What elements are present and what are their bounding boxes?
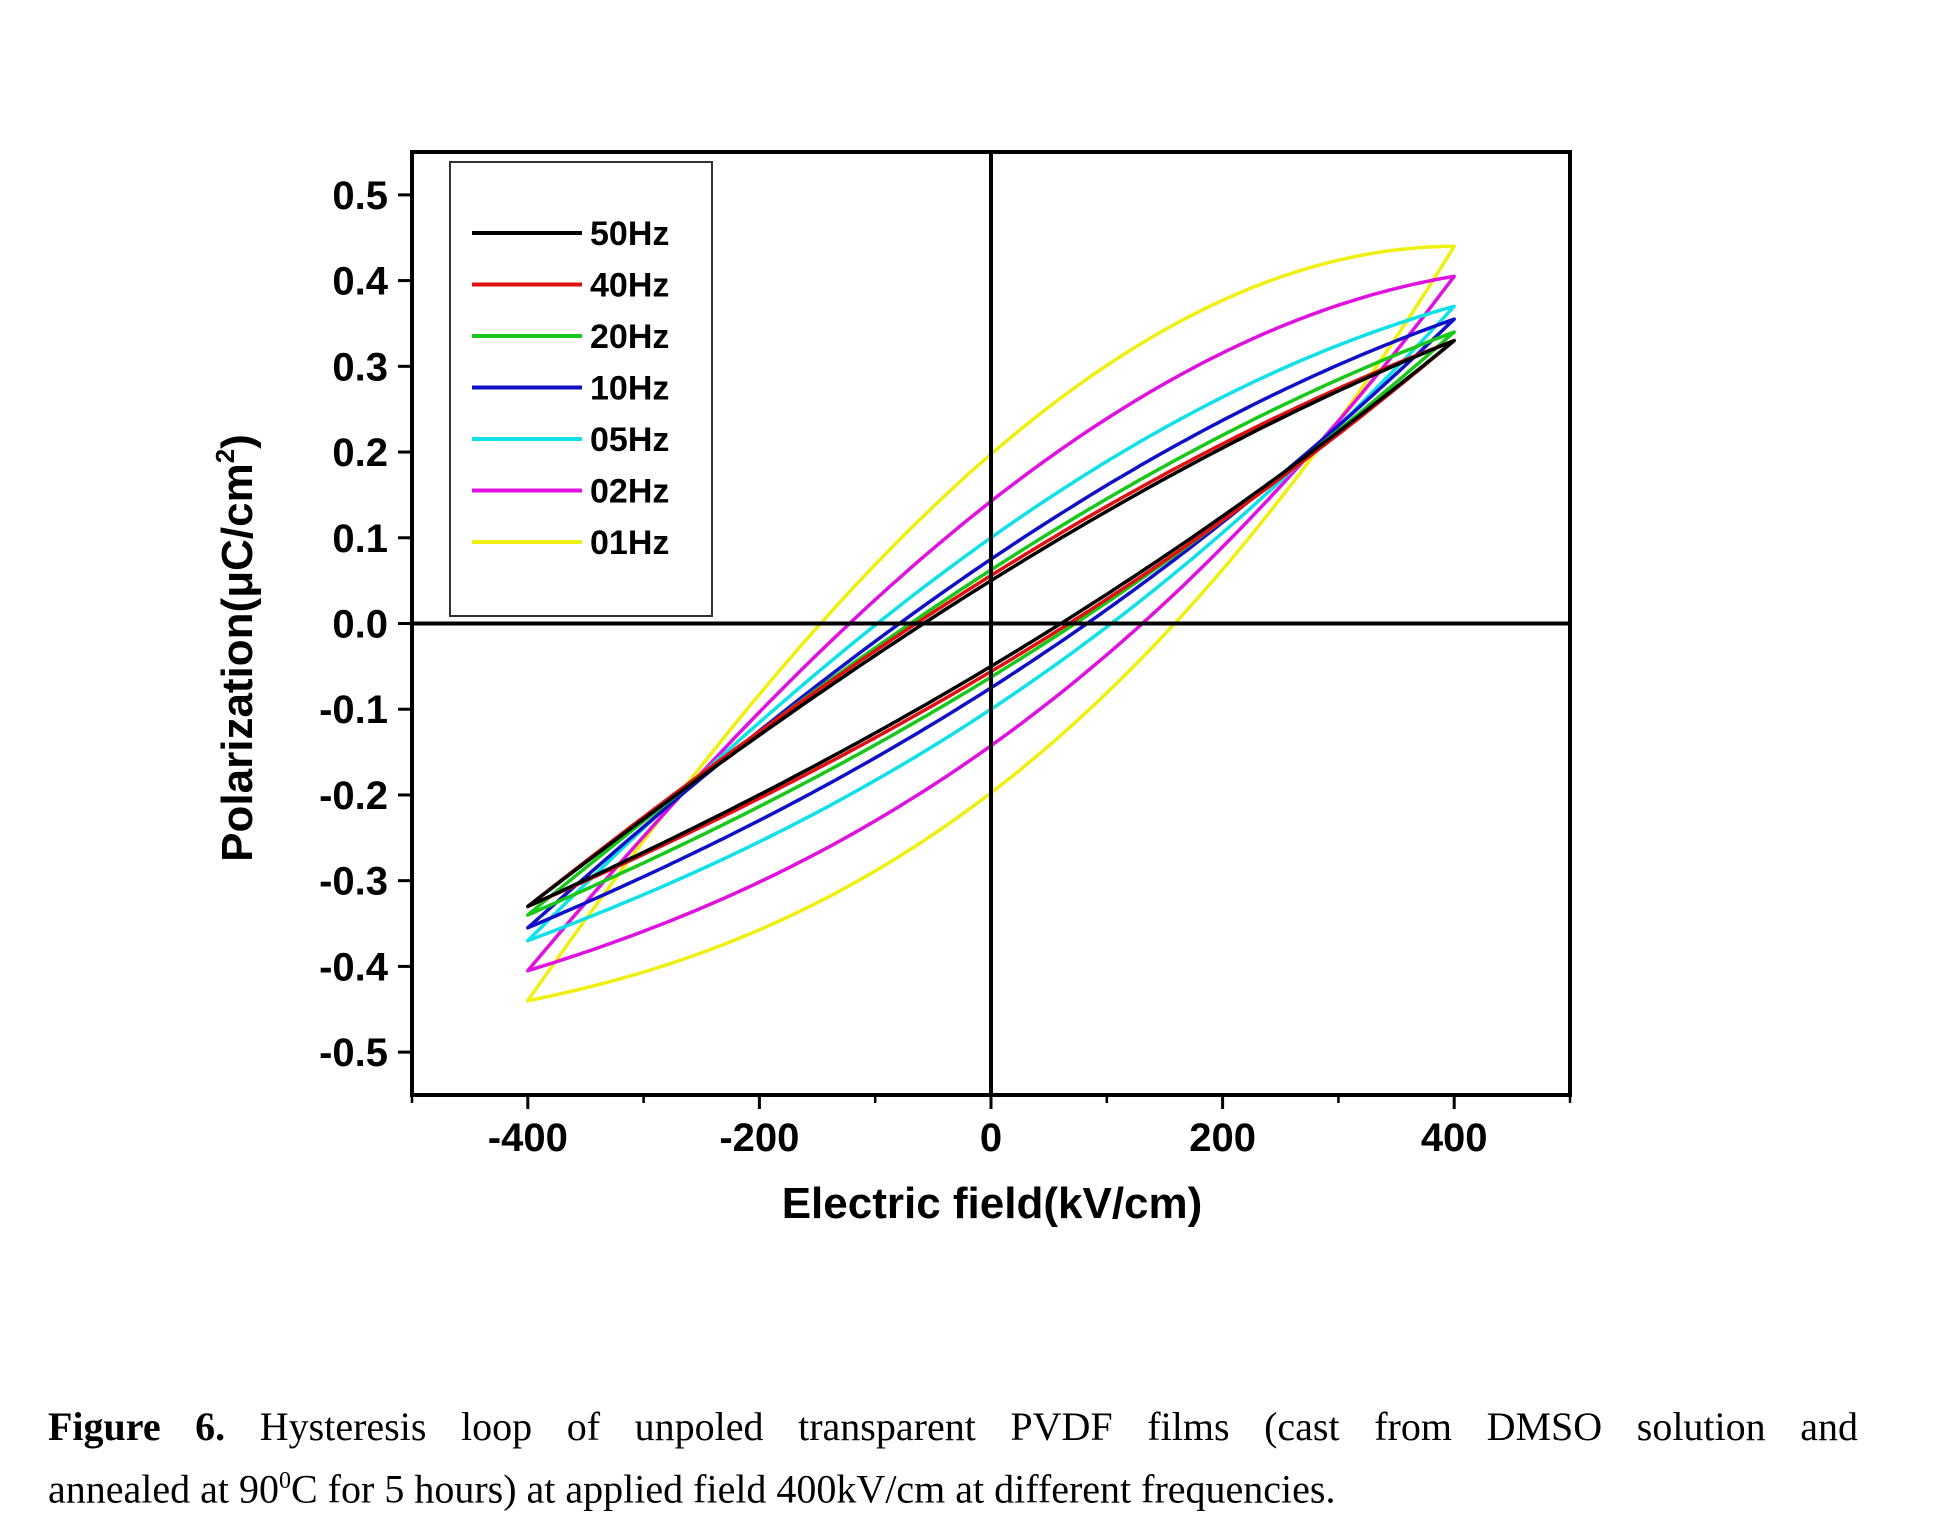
legend-label-50Hz: 50Hz <box>590 215 669 253</box>
y-axis-label: Polarization(μC/cm2) <box>210 434 262 862</box>
zero-lines <box>412 152 1570 1095</box>
legend-label-01Hz: 01Hz <box>590 524 669 562</box>
x-tick-label: 400 <box>1421 1116 1488 1160</box>
figure-caption: Figure 6. Hysteresis loop of unpoled tra… <box>48 1400 1858 1516</box>
caption-text-2b: C for 5 hours) at applied field 400kV/cm… <box>291 1466 1336 1512</box>
series-line-02Hz <box>526 274 1456 973</box>
legend-label-10Hz: 10Hz <box>590 370 669 408</box>
caption-text-2a: annealed at 90 <box>48 1466 279 1512</box>
x-tick-label: -200 <box>719 1116 799 1160</box>
y-tick-label: 0.4 <box>332 260 388 304</box>
series-line-01Hz <box>526 244 1456 1003</box>
caption-degree-sup: 0 <box>279 1468 291 1494</box>
series-line-10Hz <box>526 317 1456 930</box>
x-tick-label: 0 <box>980 1116 1002 1160</box>
y-axis-label-end: ) <box>213 434 262 449</box>
y-axis-label-main: Polarization(μC/cm <box>213 463 262 862</box>
y-tick-label: 0.0 <box>332 603 388 647</box>
y-axis-label-sup: 2 <box>210 449 240 463</box>
y-tick-label: -0.3 <box>319 860 388 904</box>
y-tick-label: -0.5 <box>319 1031 388 1075</box>
y-tick-label: 0.5 <box>332 174 388 218</box>
legend-label-02Hz: 02Hz <box>590 473 669 511</box>
y-tick-label: -0.4 <box>319 945 389 989</box>
caption-text-1: Hysteresis loop of unpoled transparent P… <box>225 1404 1859 1449</box>
legend-label-05Hz: 05Hz <box>590 421 669 459</box>
legend-label-20Hz: 20Hz <box>590 318 669 356</box>
legend: 50Hz 40Hz 20Hz 10Hz 05Hz 02Hz 01Hz <box>449 161 713 617</box>
series-line-50Hz <box>526 338 1456 909</box>
y-tick-label: 0.1 <box>332 517 388 561</box>
series-line-05Hz <box>526 304 1456 943</box>
x-tick-label: 200 <box>1189 1116 1256 1160</box>
caption-line-2: annealed at 900C for 5 hours) at applied… <box>48 1454 1858 1516</box>
caption-line-1: Figure 6. Hysteresis loop of unpoled tra… <box>48 1400 1858 1454</box>
y-tick-label: -0.2 <box>319 774 388 818</box>
y-tick-label: 0.2 <box>332 431 388 475</box>
x-tick-label: -400 <box>488 1116 568 1160</box>
legend-label-40Hz: 40Hz <box>590 267 669 305</box>
series-layer <box>526 244 1456 1003</box>
y-tick-label: 0.3 <box>332 345 388 389</box>
caption-label: Figure 6. <box>48 1404 226 1449</box>
y-tick-label: -0.1 <box>319 688 388 732</box>
tick-layer: 0.5 0.4 0.3 0.2 0.1 0.0 -0.1 -0.2 -0.3 -0.4 -0.5 -4… <box>319 174 1572 1160</box>
x-axis-label: Electric field(kV/cm) <box>782 1179 1203 1228</box>
